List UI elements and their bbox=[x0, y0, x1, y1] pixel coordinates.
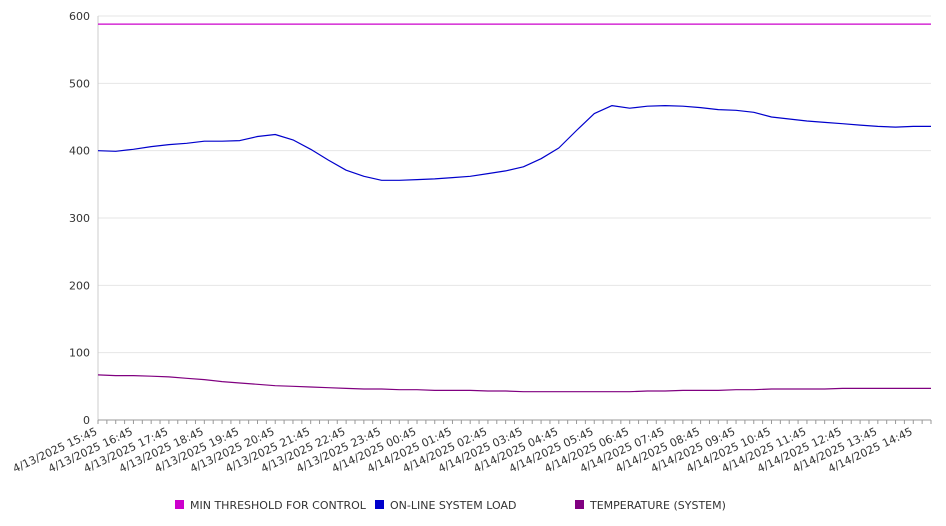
legend-label: MIN THRESHOLD FOR CONTROL bbox=[190, 499, 367, 512]
legend-swatch bbox=[175, 500, 184, 509]
legend: MIN THRESHOLD FOR CONTROL ON-LINE SYSTEM … bbox=[175, 499, 726, 512]
legend-item: MIN THRESHOLD FOR CONTROL bbox=[175, 499, 367, 512]
legend-label: TEMPERATURE (SYSTEM) bbox=[589, 499, 726, 512]
axes bbox=[97, 16, 932, 424]
x-axis-ticks: 4/13/2025 15:454/13/2025 16:454/13/2025 … bbox=[11, 425, 915, 475]
plot-lines bbox=[97, 23, 931, 393]
legend-label: ON-LINE SYSTEM LOAD bbox=[390, 499, 516, 512]
legend-item: ON-LINE SYSTEM LOAD bbox=[375, 499, 516, 512]
y-axis-ticks: 0 100 200 300 400 500 600 bbox=[69, 10, 90, 427]
legend-swatch bbox=[375, 500, 384, 509]
series-line bbox=[97, 374, 931, 393]
y-tick-label: 100 bbox=[69, 347, 90, 360]
y-tick-label: 400 bbox=[69, 145, 90, 158]
legend-swatch bbox=[575, 500, 584, 509]
legend-item: TEMPERATURE (SYSTEM) bbox=[575, 499, 726, 512]
y-tick-label: 500 bbox=[69, 77, 90, 90]
series-line bbox=[97, 104, 931, 181]
y-tick-label: 200 bbox=[69, 279, 90, 292]
y-tick-label: 600 bbox=[69, 10, 90, 23]
y-tick-label: 0 bbox=[83, 414, 90, 427]
grid-lines bbox=[98, 15, 931, 354]
y-tick-label: 300 bbox=[69, 212, 90, 225]
